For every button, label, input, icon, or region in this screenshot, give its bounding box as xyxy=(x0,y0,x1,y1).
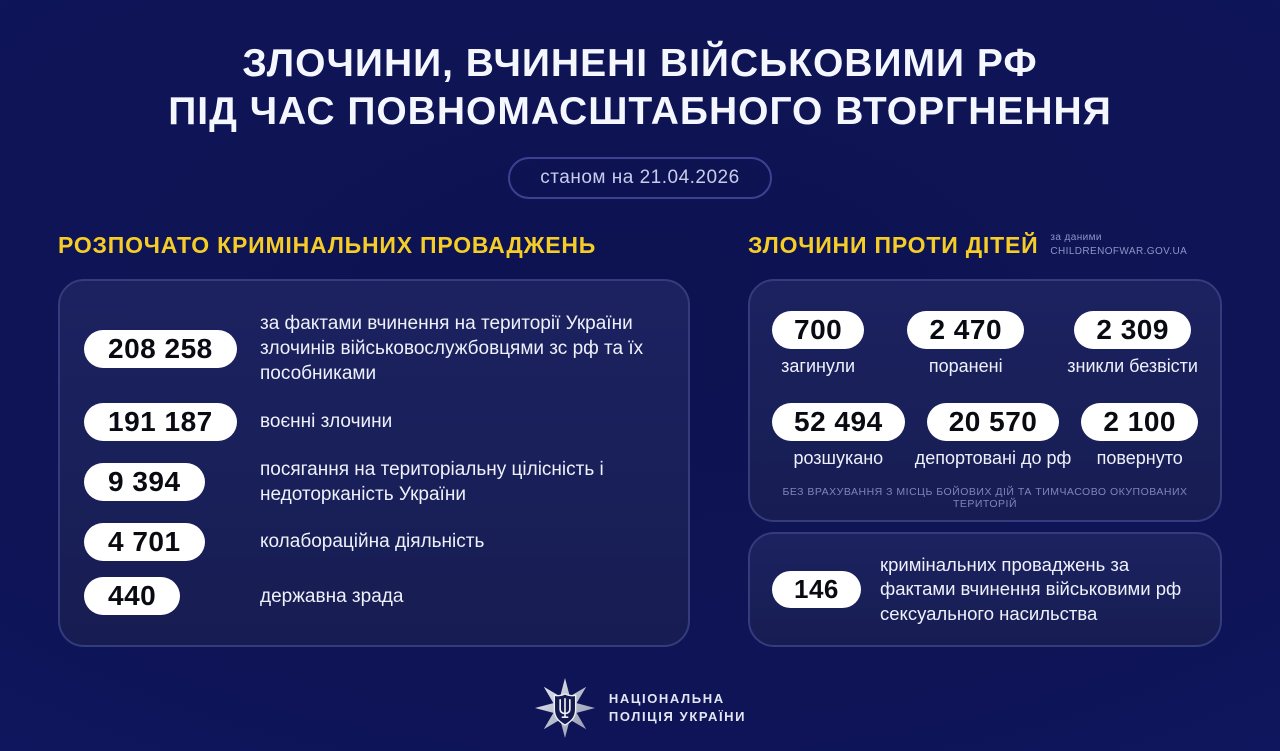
org-line-1: НАЦІОНАЛЬНА xyxy=(608,691,725,707)
stat-missing: 2 309 зникли безвісти xyxy=(1067,311,1198,377)
stat-value-pill: 4 701 xyxy=(84,522,205,561)
national-police-logo-icon xyxy=(534,677,595,739)
stat-value-pill: 2 470 xyxy=(907,311,1025,350)
criminal-proceedings-section: РОЗПОЧАТО КРИМІНАЛЬНИХ ПРОВАДЖЕНЬ 208 25… xyxy=(58,229,690,648)
org-line-2: ПОЛІЦІЯ УКРАЇНИ xyxy=(608,709,747,724)
content-columns: РОЗПОЧАТО КРИМІНАЛЬНИХ ПРОВАДЖЕНЬ 208 25… xyxy=(0,229,1280,648)
source-line-2: CHILDRENOFWAR.GOV.UA xyxy=(1050,245,1188,257)
pill-wrap: 440 xyxy=(84,577,260,616)
stat-label: воєнні злочини xyxy=(260,410,393,432)
stat-value-pill: 20 570 xyxy=(926,403,1060,442)
footer-org-name: НАЦІОНАЛЬНА ПОЛІЦІЯ УКРАЇНИ xyxy=(609,690,746,725)
children-crimes-section: ЗЛОЧИНИ ПРОТИ ДІТЕЙ за даними CHILDRENOF… xyxy=(748,229,1222,648)
title-line-2: ПІД ЧАС ПОВНОМАСШТАБНОГО ВТОРГНЕННЯ xyxy=(168,89,1112,133)
stat-found: 52 494 розшукано xyxy=(772,403,905,469)
date-badge: станом на 21.04.2026 xyxy=(508,157,772,200)
stat-returned: 2 100 повернуто xyxy=(1081,403,1198,469)
stat-value-pill: 191 187 xyxy=(84,402,237,441)
stat-label: кримінальних проваджень за фактами вчине… xyxy=(880,554,1182,624)
stat-label: колабораційна діяльність xyxy=(260,531,485,553)
stat-killed: 700 загинули xyxy=(772,311,865,377)
children-stats-row-2: 52 494 розшукано 20 570 депортовані до р… xyxy=(764,403,1206,469)
source-line-1: за даними xyxy=(1050,232,1102,244)
children-stats-footnote: БЕЗ ВРАХУВАННЯ З МІСЦЬ БОЙОВИХ ДІЙ ТА ТИ… xyxy=(782,486,1188,511)
stat-row-territorial-integrity: 9 394 посягання на територіальну цілісні… xyxy=(84,457,664,507)
stat-row-treason: 440 державна зрада xyxy=(84,577,664,616)
criminal-proceedings-header: РОЗПОЧАТО КРИМІНАЛЬНИХ ПРОВАДЖЕНЬ xyxy=(58,232,597,259)
stat-deported: 20 570 депортовані до рф xyxy=(914,403,1072,469)
children-stats-row-1: 700 загинули 2 470 поранені 2 309 зникли… xyxy=(764,311,1206,377)
stat-row-war-crimes: 191 187 воєнні злочини xyxy=(84,402,664,441)
data-source-note: за даними CHILDRENOFWAR.GOV.UA xyxy=(1050,231,1187,258)
pill-wrap: 146 xyxy=(772,571,880,609)
stat-value-pill: 52 494 xyxy=(772,403,905,442)
pill-wrap: 4 701 xyxy=(84,522,260,561)
sexual-violence-card: 146 кримінальних проваджень за фактами в… xyxy=(748,532,1222,648)
stat-row-total: 208 258 за фактами вчинення на території… xyxy=(84,311,664,386)
stat-label: депортовані до рф xyxy=(914,448,1072,469)
pill-wrap: 191 187 xyxy=(84,402,260,441)
children-crimes-header: ЗЛОЧИНИ ПРОТИ ДІТЕЙ xyxy=(748,232,1039,259)
title-line-1: ЗЛОЧИНИ, ВЧИНЕНІ ВІЙСЬКОВИМИ РФ xyxy=(242,42,1038,85)
stat-value-pill: 2 100 xyxy=(1081,403,1198,442)
stat-row-collaboration: 4 701 колабораційна діяльність xyxy=(84,522,664,561)
criminal-proceedings-card: 208 258 за фактами вчинення на території… xyxy=(58,279,690,648)
date-badge-wrap: станом на 21.04.2026 xyxy=(0,157,1280,200)
stat-label: розшукано xyxy=(793,448,884,469)
stat-label: державна зрада xyxy=(260,585,404,607)
stat-label: повернуто xyxy=(1096,448,1183,469)
stat-value-pill: 440 xyxy=(84,577,181,616)
stat-value-pill: 2 309 xyxy=(1074,311,1191,350)
footer: НАЦІОНАЛЬНА ПОЛІЦІЯ УКРАЇНИ xyxy=(0,677,1280,739)
stat-label: загинули xyxy=(781,356,856,377)
stat-label: поранені xyxy=(928,356,1003,377)
stat-label: за фактами вчинення на території України… xyxy=(260,313,644,385)
children-header-row: ЗЛОЧИНИ ПРОТИ ДІТЕЙ за даними CHILDRENOF… xyxy=(748,229,1222,259)
page-title: ЗЛОЧИНИ, ВЧИНЕНІ ВІЙСЬКОВИМИ РФ ПІД ЧАС … xyxy=(0,0,1280,135)
stat-value-pill: 146 xyxy=(772,571,861,609)
stat-value-pill: 208 258 xyxy=(84,329,237,368)
tryzub-trident xyxy=(559,697,571,719)
stat-label: зникли безвісти xyxy=(1067,356,1198,377)
children-stats-card: 700 загинули 2 470 поранені 2 309 зникли… xyxy=(748,279,1222,523)
stat-value-pill: 700 xyxy=(772,311,865,350)
stat-value-pill: 9 394 xyxy=(84,462,205,501)
stat-label: посягання на територіальну цілісність і … xyxy=(260,458,604,505)
stat-wounded: 2 470 поранені xyxy=(907,311,1025,377)
pill-wrap: 9 394 xyxy=(84,462,260,501)
pill-wrap: 208 258 xyxy=(84,329,260,368)
